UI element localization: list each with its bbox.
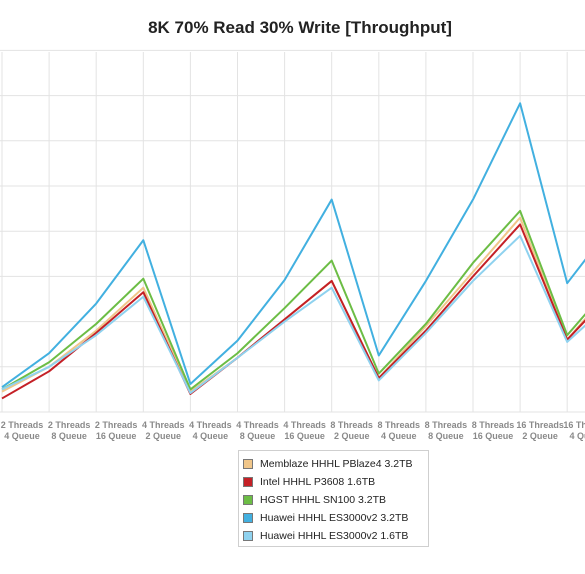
- series-line: [1, 216, 585, 393]
- x-tick-label: 4 Threads: [236, 420, 279, 430]
- legend-label: HGST HHHL SN100 3.2TB: [260, 494, 387, 506]
- chart-title: 8K 70% Read 30% Write [Throughput]: [148, 18, 452, 37]
- legend-swatch: [243, 495, 253, 505]
- chart-legend: Memblaze HHHL PBlaze4 3.2TB Intel HHHL P…: [238, 450, 429, 547]
- legend-swatch: [243, 513, 253, 523]
- x-tick-label: 8 Queue: [240, 431, 276, 441]
- x-tick-label: 8 Threads: [330, 420, 373, 430]
- legend-item[interactable]: Huawei HHHL ES3000v2 3.2TB: [243, 509, 424, 527]
- x-tick-label: 16 Threads: [516, 420, 564, 430]
- x-tick-label: 16 Queue: [284, 431, 325, 441]
- x-tick-label: 16 Threads: [563, 420, 585, 430]
- x-tick-label: 16 Queue: [96, 431, 137, 441]
- series-line: [1, 234, 585, 395]
- x-tick-label: 4 Queue: [4, 431, 40, 441]
- x-tick-label: 16 Queue: [473, 431, 514, 441]
- x-tick-label: 2 Threads: [95, 420, 138, 430]
- legend-label: Memblaze HHHL PBlaze4 3.2TB: [260, 458, 413, 470]
- x-tick-label: 8 Threads: [378, 420, 421, 430]
- legend-label: Huawei HHHL ES3000v2 3.2TB: [260, 512, 409, 524]
- x-tick-label: 2 Queue: [334, 431, 370, 441]
- series-line: [1, 223, 585, 400]
- series-line: [1, 209, 585, 391]
- legend-label: Huawei HHHL ES3000v2 1.6TB: [260, 530, 409, 542]
- x-tick-label: 8 Queue: [51, 431, 87, 441]
- x-tick-label: 8 Queue: [428, 431, 464, 441]
- legend-item[interactable]: Memblaze HHHL PBlaze4 3.2TB: [243, 455, 424, 473]
- legend-label: Intel HHHL P3608 1.6TB: [260, 476, 376, 488]
- x-tick-label: 4 Threads: [283, 420, 326, 430]
- x-tick-label: 2 Threads: [1, 420, 44, 430]
- x-tick-label: 2 Threads: [48, 420, 91, 430]
- legend-item[interactable]: HGST HHHL SN100 3.2TB: [243, 491, 424, 509]
- legend-item[interactable]: Intel HHHL P3608 1.6TB: [243, 473, 424, 491]
- legend-swatch: [243, 531, 253, 541]
- x-tick-label: 4 Queue: [193, 431, 229, 441]
- x-tick-label: 8 Threads: [472, 420, 515, 430]
- series-line: [1, 102, 585, 388]
- x-tick-label: 4 Queue: [569, 431, 585, 441]
- x-tick-label: 4 Threads: [142, 420, 185, 430]
- legend-swatch: [243, 477, 253, 487]
- x-tick-label: 8 Threads: [425, 420, 468, 430]
- x-tick-label: 4 Queue: [381, 431, 417, 441]
- x-tick-label: 4 Threads: [189, 420, 232, 430]
- legend-item[interactable]: Huawei HHHL ES3000v2 1.6TB: [243, 527, 424, 545]
- legend-swatch: [243, 459, 253, 469]
- x-tick-label: 2 Queue: [146, 431, 182, 441]
- x-tick-label: 2 Queue: [522, 431, 558, 441]
